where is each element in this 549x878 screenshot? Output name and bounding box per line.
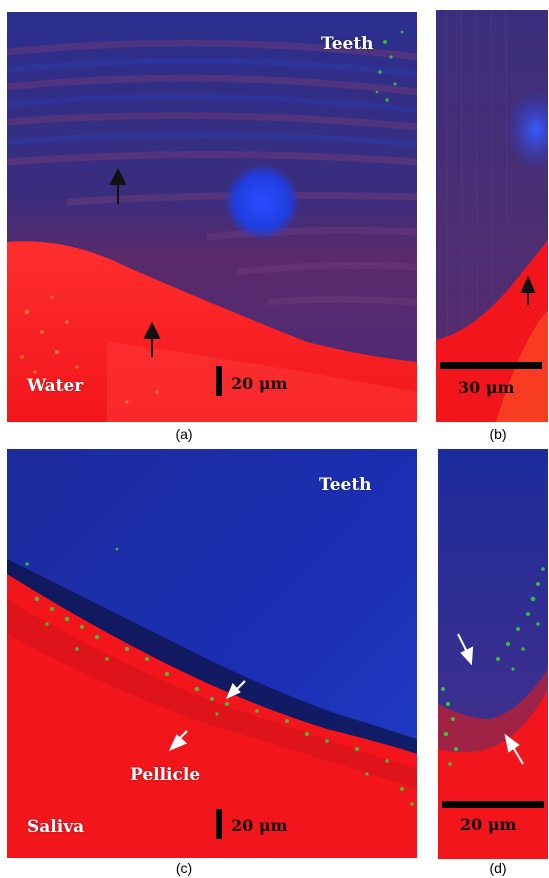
scale-bar-a — [216, 366, 222, 396]
scale-bar-d — [442, 801, 544, 808]
caption-d: (d) — [489, 860, 507, 876]
scale-label-c: 20 μm — [231, 816, 288, 835]
panel-c-image: Teeth Pellicle Saliva 20 μm — [7, 449, 417, 858]
panel-d-image: 20 μm — [438, 449, 548, 859]
label-water: Water — [27, 376, 84, 396]
scale-label-d: 20 μm — [460, 815, 517, 834]
label-teeth-c: Teeth — [319, 475, 372, 495]
panel-b-image: 30 μm — [436, 10, 548, 422]
panel-a-image: Teeth Water 20 μm — [7, 12, 417, 422]
arrow-icon — [109, 167, 161, 357]
arrow-icon — [168, 680, 246, 752]
caption-b: (b) — [489, 426, 507, 442]
label-saliva: Saliva — [27, 817, 85, 837]
scale-bar-c — [216, 809, 222, 839]
panel-b-micrograph — [436, 10, 548, 422]
caption-a: (a) — [175, 426, 193, 442]
panel-a-micrograph — [7, 12, 417, 422]
label-teeth-a: Teeth — [321, 34, 374, 54]
arrow-icon — [457, 633, 524, 765]
scale-label-b: 30 μm — [458, 378, 515, 397]
label-pellicle: Pellicle — [130, 765, 201, 785]
panel-c-micrograph — [7, 449, 417, 858]
scale-bar-b — [440, 362, 542, 369]
caption-c: (c) — [175, 860, 193, 876]
scale-label-a: 20 μm — [231, 374, 288, 393]
panel-d-micrograph — [438, 449, 548, 859]
arrow-icon — [520, 275, 536, 305]
